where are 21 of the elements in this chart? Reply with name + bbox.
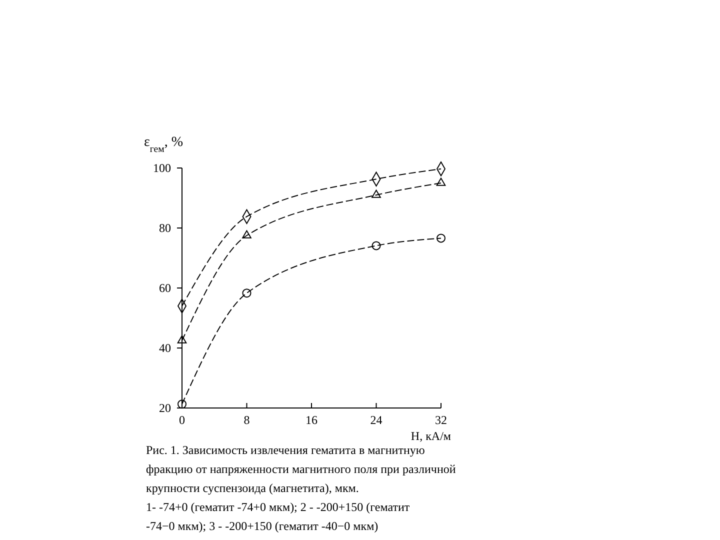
- x-tick-label: 8: [244, 413, 250, 427]
- text: Рис. 1. Зависимость извлечения гематита в магнитную фракцию от напряженности магнитного поля при различной крупности суспензоида (магнетита), мкм.: [146, 443, 456, 495]
- y-tick-label: 80: [159, 221, 171, 235]
- x-tick-label: 32: [435, 413, 447, 427]
- x-tick-label: 16: [306, 413, 318, 427]
- point: [242, 230, 252, 238]
- point: [242, 288, 252, 298]
- point: [177, 335, 187, 344]
- x-tick-label: 24: [370, 413, 382, 427]
- point: [372, 241, 381, 250]
- y-tick-label: 20: [159, 401, 171, 415]
- y-tick-label: 60: [159, 281, 171, 295]
- y-axis-title: ε$_{гем}$, %: [144, 135, 184, 154]
- x-tick-label: 0: [179, 413, 185, 427]
- y-tick-label: 40: [159, 341, 171, 355]
- y-tick-label: 100: [153, 161, 171, 175]
- point: [436, 178, 446, 186]
- point: [372, 190, 381, 198]
- x-axis-title: H, кА/м: [410, 429, 452, 443]
- point: [436, 234, 446, 243]
- text: 1- -74+0 (гематит -74+0 мкм); 2 - -200+150 (гематит -74−0 мкм); 3 - -200+150 (гематит -40−0 мкм): [146, 500, 410, 533]
